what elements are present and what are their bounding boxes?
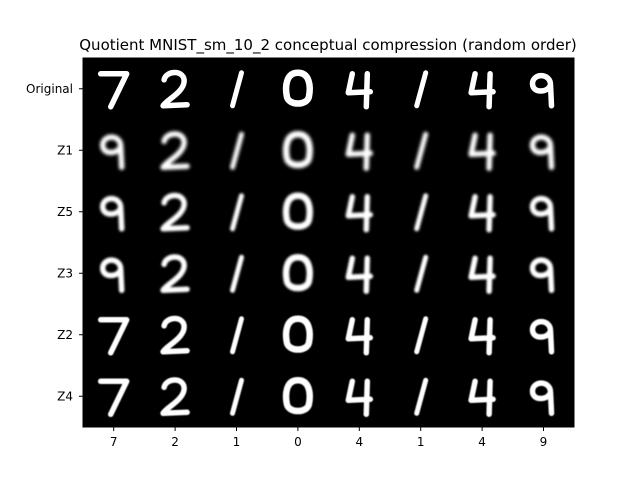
row-label: Z5	[57, 205, 73, 219]
digit-1-row3-col3	[230, 193, 244, 232]
digit-1-row6-col6	[414, 377, 429, 416]
digit-9-row3-col1	[99, 195, 125, 232]
digit-1-row4-col3	[230, 254, 244, 293]
digit-7-row1-col1	[97, 71, 130, 110]
digit-0-row5-col4	[282, 315, 313, 353]
row-label: Original	[26, 82, 73, 96]
digit-4-row3-col5	[345, 194, 374, 233]
digit-7-row6-col1	[97, 378, 130, 418]
digit-1-row1-col6	[414, 70, 429, 109]
digit-4-row1-col5	[345, 71, 374, 110]
digit-1-row3-col6	[414, 193, 429, 232]
digit-0-row6-col4	[282, 377, 313, 415]
figure-title: Quotient MNIST_sm_10_2 conceptual compre…	[79, 36, 576, 55]
digit-1-row5-col6	[414, 316, 429, 355]
digit-9-row5-col8	[529, 318, 555, 355]
digit-4-row4-col5	[345, 255, 374, 295]
digit-4-row5-col7	[468, 317, 496, 356]
digit-0-row3-col4	[282, 192, 313, 230]
digit-1-row2-col3	[230, 131, 244, 170]
digit-9-row6-col8	[529, 380, 555, 417]
digit-2-row1-col2	[160, 69, 190, 109]
digit-2-row4-col2	[160, 254, 190, 294]
digit-0-row2-col4	[282, 131, 313, 169]
y-axis: Original Z1 Z5 Z3 Z2 Z4	[26, 82, 83, 403]
digit-0-row4-col4	[282, 254, 313, 292]
digit-cells	[97, 69, 555, 418]
column-label: 1	[417, 435, 425, 449]
digit-4-row3-col7	[468, 194, 496, 233]
plot-frame	[82, 57, 575, 428]
image-grid	[83, 58, 574, 427]
digit-1-row5-col3	[230, 316, 244, 355]
digit-4-row2-col5	[345, 132, 374, 172]
digit-9-row1-col8	[529, 72, 555, 109]
digit-9-row3-col8	[529, 195, 555, 232]
x-axis: 7 2 1 0 4 1 4 9	[110, 427, 547, 449]
digit-0-row1-col4	[282, 69, 313, 107]
digit-2-row3-col2	[160, 192, 190, 232]
digit-4-row2-col7	[468, 132, 496, 172]
digit-9-row4-col1	[99, 257, 125, 294]
column-label: 2	[171, 435, 179, 449]
row-label: Z2	[57, 328, 73, 342]
digit-1-row6-col3	[230, 377, 244, 416]
column-label: 9	[540, 435, 548, 449]
digit-9-row2-col1	[99, 134, 125, 171]
digit-2-row5-col2	[160, 315, 190, 355]
digit-4-row5-col5	[345, 317, 374, 356]
column-label: 7	[110, 435, 118, 449]
digit-4-row6-col7	[468, 378, 496, 418]
digit-4-row4-col7	[468, 255, 496, 295]
digit-1-row1-col3	[230, 70, 244, 109]
digit-1-row2-col6	[414, 131, 429, 170]
digit-4-row1-col7	[468, 71, 496, 110]
row-label: Z4	[57, 389, 73, 403]
row-label: Z1	[57, 143, 73, 157]
row-label: Z3	[57, 266, 73, 280]
column-label: 4	[355, 435, 363, 449]
digit-2-row2-col2	[160, 131, 190, 171]
column-label: 1	[233, 435, 241, 449]
digit-1-row4-col6	[414, 254, 429, 293]
column-label: 0	[294, 435, 302, 449]
digit-7-row5-col1	[97, 317, 130, 356]
column-label: 4	[478, 435, 486, 449]
digit-2-row6-col2	[160, 377, 190, 417]
digit-9-row4-col8	[529, 257, 555, 294]
digit-9-row2-col8	[529, 134, 555, 171]
digit-4-row6-col5	[345, 378, 374, 418]
